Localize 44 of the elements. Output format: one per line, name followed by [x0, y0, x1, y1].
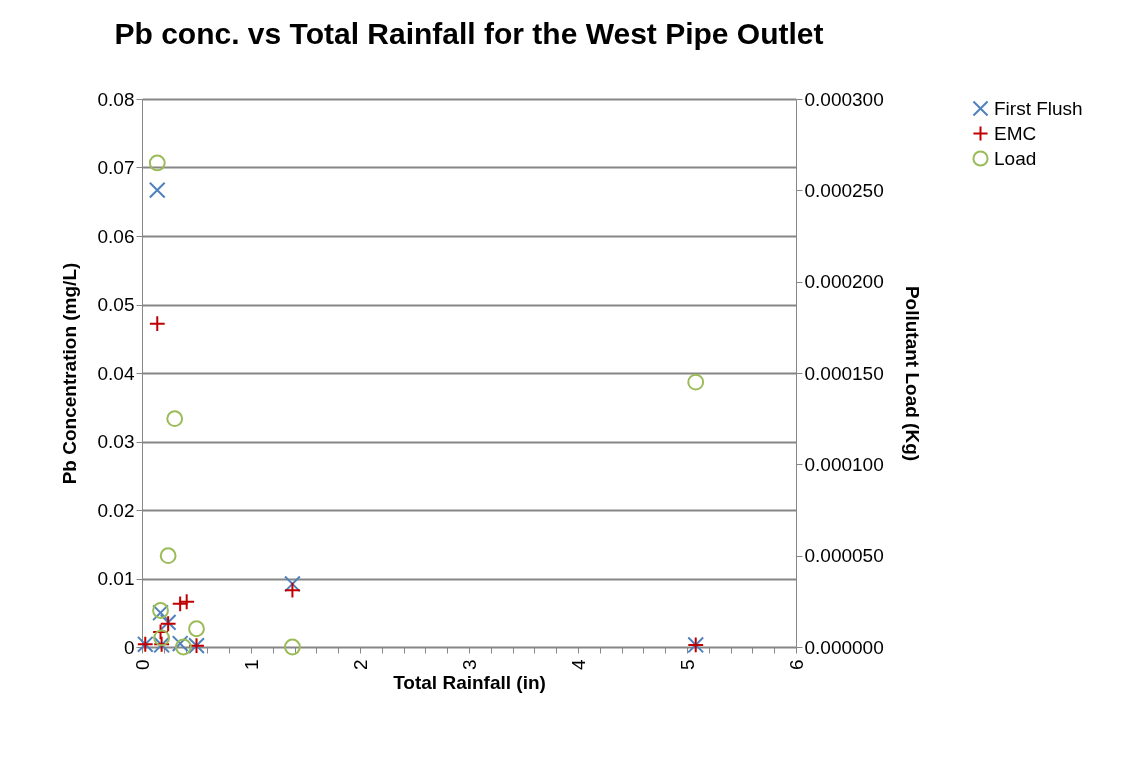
y2-tick-label: 0.000000: [804, 636, 884, 658]
x-tick-label: 6: [785, 659, 807, 671]
y-tick-label: 0.08: [97, 88, 135, 110]
x-tick-label: 2: [349, 659, 371, 671]
point: [152, 623, 169, 641]
point: [178, 593, 196, 611]
point: [153, 629, 171, 647]
y2-tick-label: 0.000050: [804, 545, 884, 567]
point: [687, 373, 705, 391]
y-axis-title: Pb Concentration (mg/L): [58, 262, 80, 485]
point: [159, 547, 177, 565]
y2-tick-label: 0.000300: [804, 88, 884, 110]
legend-label: EMC: [994, 122, 1037, 144]
y2-tick-label: 0.000200: [804, 271, 884, 293]
y-tick-label: 0.06: [97, 225, 135, 247]
legend-label: First Flush: [994, 97, 1083, 119]
point: [284, 575, 301, 593]
point: [148, 154, 166, 172]
point: [148, 315, 166, 333]
y-tick-label: 0.03: [97, 431, 135, 452]
x-tick-label: 1: [240, 659, 262, 671]
point: [171, 595, 189, 613]
y-tick-label: 0.05: [97, 294, 135, 315]
point: [188, 620, 205, 638]
point: [166, 410, 184, 428]
chart-title: Pb conc. vs Total Rainfall for the West Pipe Outlet: [114, 17, 824, 50]
y-tick-label: 0.02: [97, 499, 135, 521]
y-tick-label: 0.04: [97, 362, 135, 384]
y-tick-label: 0.07: [97, 157, 135, 178]
point: [284, 638, 301, 656]
point: [148, 181, 166, 199]
x-tick-label: 5: [676, 659, 698, 671]
y2-tick-label: 0.000100: [804, 453, 884, 475]
y2-tick-label: 0.000250: [804, 179, 884, 201]
x-tick-label: 0: [131, 659, 153, 671]
x-tick-label: 3: [458, 659, 480, 671]
x-axis-title: Total Rainfall (in): [393, 672, 546, 694]
point: [175, 638, 192, 656]
y2-tick-label: 0.000150: [804, 362, 884, 384]
x-tick-label: 4: [567, 659, 589, 671]
legend-label: Load: [994, 147, 1037, 169]
y2-axis-title: Pollutant Load (Kg): [901, 285, 923, 462]
point: [284, 581, 301, 599]
y-tick-label: 0.01: [97, 568, 135, 589]
